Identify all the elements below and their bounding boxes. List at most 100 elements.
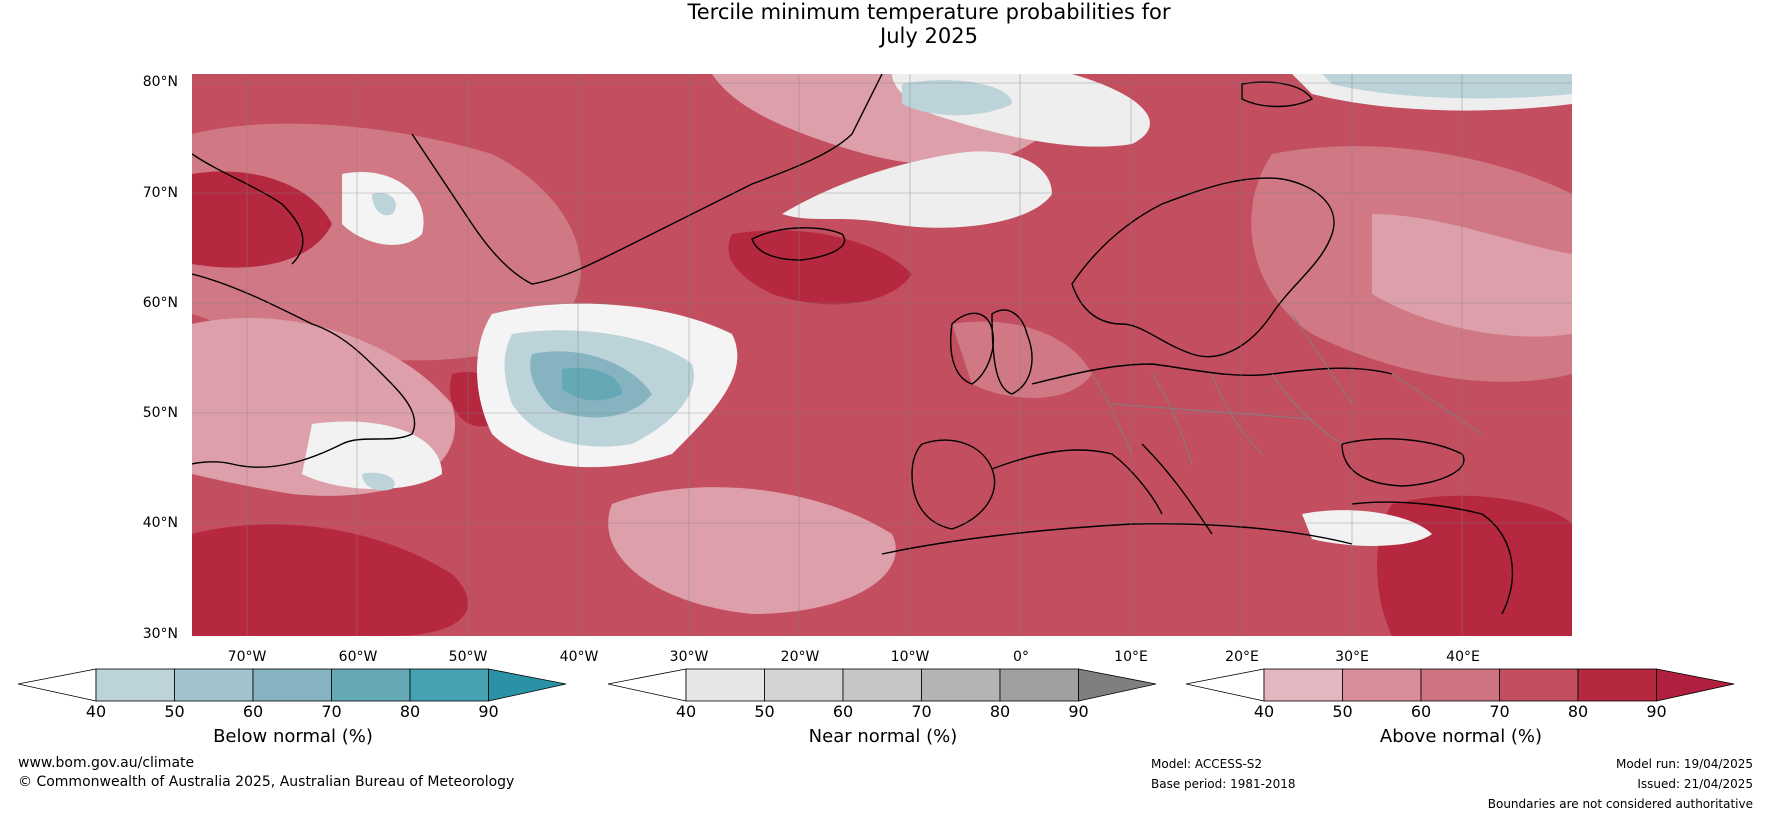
colorbar-above-extend-high <box>1656 668 1735 702</box>
colorbar-above-ticks: 40 50 60 70 80 90 <box>1186 702 1736 722</box>
colorbar-below-tick-80: 80 <box>399 702 421 721</box>
colorbar-near-tick-70: 70 <box>911 702 932 721</box>
colorbar-below-svg <box>17 668 567 702</box>
lon-label-40e: 40°E <box>1446 649 1480 665</box>
colorbar-above-normal: 40 50 60 70 80 90 Above normal (%) <box>1185 668 1736 758</box>
title-line-1: Tercile minimum temperature probabilitie… <box>687 0 1171 24</box>
colorbar-below-extend-high <box>488 668 567 702</box>
colorbar-below-tick-90: 90 <box>478 702 499 721</box>
lon-label-0: 0° <box>1013 649 1029 665</box>
colorbar-near-ticks: 40 50 60 70 80 90 <box>608 702 1158 722</box>
map-title: Tercile minimum temperature probabilitie… <box>0 0 1770 48</box>
coast-greenland <box>411 74 883 285</box>
coast-scandinavia <box>1071 177 1335 358</box>
lat-label-40n: 40°N <box>142 515 178 531</box>
colorbar-below-bin-2 <box>174 668 254 702</box>
probability-map <box>192 74 1572 636</box>
lat-label-60n: 60°N <box>142 295 178 311</box>
colorbar-below-tick-50: 50 <box>164 702 185 721</box>
colorbar-above-tick-40: 40 <box>1253 702 1275 721</box>
border-7 <box>1111 403 1313 420</box>
field-near-gulf-st-lawrence <box>302 421 442 489</box>
border-6 <box>1391 373 1483 435</box>
footer-website: www.bom.gov.au/climate <box>18 755 195 771</box>
coast-baffin <box>192 153 304 265</box>
colorbar-near-normal: 40 50 60 70 80 90 Near normal (%) <box>607 668 1158 758</box>
lon-label-20w: 20°W <box>780 649 820 665</box>
colorbar-above-bin-3 <box>1420 668 1500 702</box>
colorbar-near-bin-1 <box>685 668 765 702</box>
colorbar-below-extend-low <box>17 668 97 702</box>
colorbar-below-ticks: 40 50 60 70 80 90 <box>18 702 568 722</box>
colorbar-near-tick-40: 40 <box>675 702 697 721</box>
field-above-vstrong-baffin <box>192 171 332 268</box>
colorbar-near-tick-60: 60 <box>832 702 854 721</box>
title-line-2: July 2025 <box>880 24 978 48</box>
field-below-light-gulf <box>362 472 395 491</box>
colorbar-below-bin-3 <box>252 668 332 702</box>
colorbar-near-tick-80: 80 <box>989 702 1011 721</box>
colorbar-above-tick-80: 80 <box>1567 702 1589 721</box>
border-5 <box>1291 313 1353 405</box>
colorbar-above-label: Above normal (%) <box>1379 726 1543 747</box>
colorbar-near-bin-2 <box>764 668 844 702</box>
coast-north-africa <box>881 522 1353 555</box>
colorbar-below-tick-70: 70 <box>321 702 342 721</box>
coast-labrador <box>192 273 416 468</box>
colorbar-above-tick-50: 50 <box>1332 702 1353 721</box>
colorbar-near-tick-50: 50 <box>754 702 775 721</box>
colorbar-below-label: Below normal (%) <box>213 726 373 747</box>
lon-label-40w: 40°W <box>559 649 599 665</box>
colorbar-near-bin-5 <box>999 668 1079 702</box>
lat-label-70n: 70°N <box>142 185 178 201</box>
field-above-mid-uk <box>952 321 1092 398</box>
footer-copyright: © Commonwealth of Australia 2025, Austra… <box>18 774 515 790</box>
colorbar-near-extend-low <box>607 668 687 702</box>
colorbar-above-bin-4 <box>1499 668 1579 702</box>
footer-disclaimer: Boundaries are not considered authoritat… <box>1487 797 1753 811</box>
colorbar-above-svg <box>1185 668 1735 702</box>
colorbar-above-tick-60: 60 <box>1410 702 1432 721</box>
lon-label-50w: 50°W <box>448 649 488 665</box>
field-near-denmark-strait <box>782 151 1052 228</box>
colorbar-below-tick-40: 40 <box>85 702 107 721</box>
colorbar-above-bin-5 <box>1577 668 1657 702</box>
coast-north-europe <box>1031 363 1393 385</box>
coast-france-italy <box>991 449 1163 515</box>
lon-label-30e: 30°E <box>1335 649 1369 665</box>
lon-label-20e: 20°E <box>1225 649 1259 665</box>
colorbar-above-bin-1 <box>1263 668 1343 702</box>
field-below-light-barents <box>1322 74 1572 99</box>
colorbar-near-extend-high <box>1078 668 1157 702</box>
colorbar-above-tick-70: 70 <box>1489 702 1510 721</box>
coastlines <box>192 74 1514 615</box>
colorbar-below-tick-60: 60 <box>242 702 264 721</box>
map-svg <box>192 74 1572 636</box>
lat-label-50n: 50°N <box>142 405 178 421</box>
border-1 <box>1091 373 1133 455</box>
colorbar-near-svg <box>607 668 1157 702</box>
border-2 <box>1151 373 1193 465</box>
coast-svalbard <box>1241 81 1314 108</box>
colorbar-below-normal: 40 50 60 70 80 90 Below normal (%) <box>17 668 568 758</box>
graticule <box>192 74 1572 636</box>
field-near-black-sea-south <box>1302 510 1432 546</box>
footer-model: Model: ACCESS-S2 <box>1151 757 1263 771</box>
field-above-vstrong-se <box>1377 495 1572 636</box>
colorbar-near-tick-90: 90 <box>1068 702 1089 721</box>
footer-model-run: Model run: 19/04/2025 <box>1615 757 1753 771</box>
coast-ireland <box>950 312 994 385</box>
colorbar-near-bin-4 <box>921 668 1001 702</box>
footer-issued: Issued: 21/04/2025 <box>1637 777 1753 791</box>
colorbar-above-tick-90: 90 <box>1646 702 1667 721</box>
field-below-light-fram <box>902 80 1012 116</box>
footer-base-period: Base period: 1981-2018 <box>1151 777 1296 791</box>
coast-black-sea <box>1341 438 1465 487</box>
colorbar-below-bin-5 <box>409 668 489 702</box>
field-below-strong-atlantic <box>562 368 622 401</box>
colorbar-below-bin-4 <box>331 668 411 702</box>
border-3 <box>1211 373 1263 455</box>
colorbar-near-bin-3 <box>842 668 922 702</box>
coast-iceland <box>751 227 846 261</box>
colorbar-near-label: Near normal (%) <box>808 726 958 747</box>
